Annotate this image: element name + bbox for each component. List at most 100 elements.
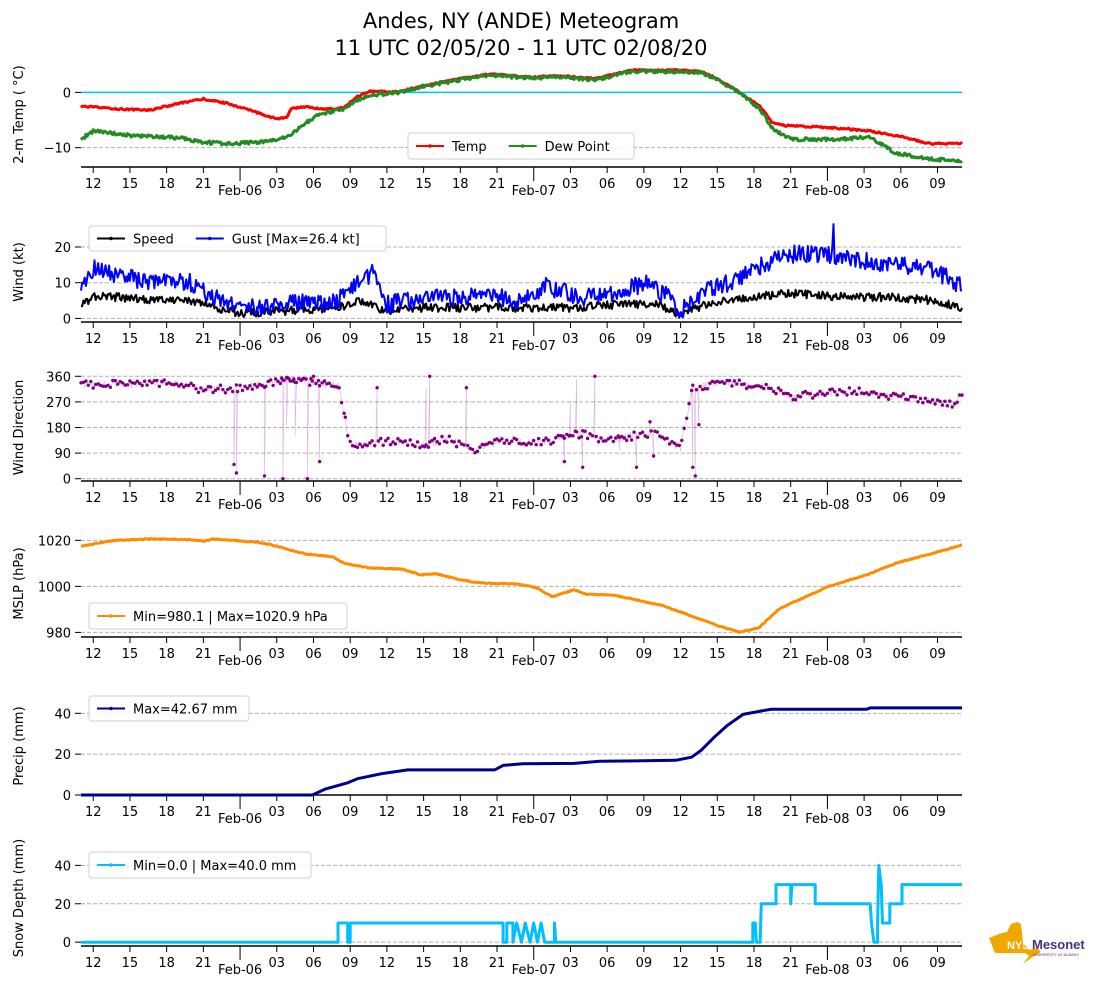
direction-point bbox=[384, 439, 388, 443]
direction-point bbox=[554, 436, 558, 440]
direction-point bbox=[793, 398, 798, 402]
direction-point bbox=[135, 379, 139, 383]
legend-label: Dew Point bbox=[545, 140, 610, 155]
direction-point bbox=[86, 383, 91, 387]
y-tick-label: 0 bbox=[63, 312, 71, 327]
direction-point bbox=[426, 445, 431, 449]
y-tick-label: 40 bbox=[54, 707, 71, 722]
x-tick-label: 18 bbox=[746, 956, 763, 971]
direction-point bbox=[928, 400, 932, 404]
legend-label: Min=980.1 | Max=1020.9 hPa bbox=[133, 610, 328, 625]
x-tick-label: 12 bbox=[672, 177, 689, 192]
legend-label: Temp bbox=[451, 140, 487, 155]
y-tick-label: 20 bbox=[54, 748, 71, 763]
direction-point bbox=[536, 436, 541, 441]
direction-point bbox=[680, 438, 684, 443]
direction-point bbox=[705, 387, 710, 391]
x-date-label: Feb-07 bbox=[512, 812, 556, 827]
direction-point bbox=[128, 379, 132, 383]
direction-point bbox=[262, 474, 267, 478]
direction-point bbox=[101, 384, 105, 388]
direction-point bbox=[583, 429, 587, 433]
direction-point bbox=[670, 440, 674, 444]
direction-point bbox=[91, 386, 95, 390]
series-line bbox=[80, 288, 963, 319]
x-tick-label: 21 bbox=[489, 332, 506, 347]
y-tick-label: 20 bbox=[54, 241, 71, 256]
x-date-label: Feb-06 bbox=[218, 963, 262, 978]
direction-point bbox=[594, 434, 598, 439]
series-wind bbox=[79, 374, 964, 481]
panel-temp: 0 −10 2-m Temp ( °C) 12 15 18 21 Feb-06 03 06 09 12… bbox=[12, 65, 964, 199]
direction-point bbox=[234, 383, 239, 387]
x-tick-label: 09 bbox=[636, 491, 653, 506]
direction-point bbox=[585, 436, 590, 441]
x-tick-label: 15 bbox=[709, 332, 726, 347]
y-tick-label: 1000 bbox=[38, 580, 71, 595]
panel-wind: 0 10 20 Wind (kt) 12 15 18 21 Feb-06 03 06 09 12 15 18… bbox=[12, 223, 963, 354]
direction-point bbox=[689, 388, 694, 393]
direction-point bbox=[877, 395, 881, 399]
direction-point bbox=[282, 378, 286, 382]
direction-point bbox=[940, 403, 945, 407]
direction-point bbox=[209, 385, 213, 389]
direction-point bbox=[507, 441, 511, 446]
legend: Max=42.67 mm bbox=[88, 695, 250, 722]
direction-point bbox=[622, 436, 626, 440]
direction-point bbox=[370, 439, 374, 443]
direction-point bbox=[445, 440, 449, 444]
legend: Min=0.0 | Max=40.0 mm bbox=[88, 851, 312, 879]
legend: Temp Dew Point bbox=[407, 132, 635, 160]
x-tick-label: 12 bbox=[672, 332, 689, 347]
direction-point bbox=[462, 443, 466, 447]
x-tick-label: 15 bbox=[415, 491, 432, 506]
direction-point bbox=[250, 387, 254, 391]
direction-point bbox=[245, 386, 250, 391]
direction-point bbox=[779, 388, 783, 392]
x-tick-label: 03 bbox=[269, 805, 286, 820]
x-tick-label: 12 bbox=[672, 805, 689, 820]
direction-point bbox=[194, 387, 198, 391]
legend-box bbox=[88, 851, 312, 879]
direction-point bbox=[574, 430, 579, 434]
direction-point bbox=[682, 426, 686, 430]
direction-point bbox=[500, 437, 504, 441]
direction-point bbox=[735, 382, 739, 386]
x-tick-label: 09 bbox=[929, 956, 946, 971]
direction-point bbox=[769, 386, 773, 391]
x-tick-label: 09 bbox=[929, 332, 946, 347]
direction-point bbox=[502, 441, 507, 445]
direction-point bbox=[297, 377, 301, 381]
direction-point bbox=[452, 440, 456, 444]
x-tick-label: 03 bbox=[856, 956, 873, 971]
direction-point bbox=[867, 392, 871, 397]
legend-label: Max=42.67 mm bbox=[133, 703, 237, 718]
direction-point bbox=[798, 395, 803, 399]
x-tick-label: 06 bbox=[305, 647, 322, 662]
x-tick-label: 12 bbox=[85, 491, 102, 506]
direction-point bbox=[84, 379, 88, 383]
x-tick-label: 09 bbox=[929, 805, 946, 820]
direction-point bbox=[904, 397, 908, 401]
direction-point bbox=[232, 462, 236, 467]
direction-point bbox=[475, 449, 480, 453]
direction-point bbox=[693, 474, 697, 478]
direction-point bbox=[379, 436, 383, 441]
panel-precip: 0 20 40 Precip (mm) 12 15 18 21 Feb-06 03 06 09 12 15… bbox=[12, 695, 962, 827]
direction-point bbox=[342, 411, 346, 415]
ny-state-shape-icon bbox=[989, 922, 1041, 964]
x-tick-label: 09 bbox=[636, 177, 653, 192]
direction-point bbox=[842, 390, 847, 394]
x-tick-label: 18 bbox=[746, 805, 763, 820]
x-tick-label: 06 bbox=[305, 956, 322, 971]
direction-point bbox=[632, 430, 636, 434]
direction-point bbox=[879, 392, 883, 397]
direction-point bbox=[655, 430, 659, 434]
direction-point bbox=[544, 436, 548, 440]
x-tick-label: 09 bbox=[342, 177, 359, 192]
direction-point bbox=[950, 405, 954, 409]
x-tick-label: 09 bbox=[929, 177, 946, 192]
y-tick-label: −10 bbox=[44, 142, 71, 157]
direction-point bbox=[133, 381, 137, 385]
direction-point bbox=[211, 390, 215, 395]
